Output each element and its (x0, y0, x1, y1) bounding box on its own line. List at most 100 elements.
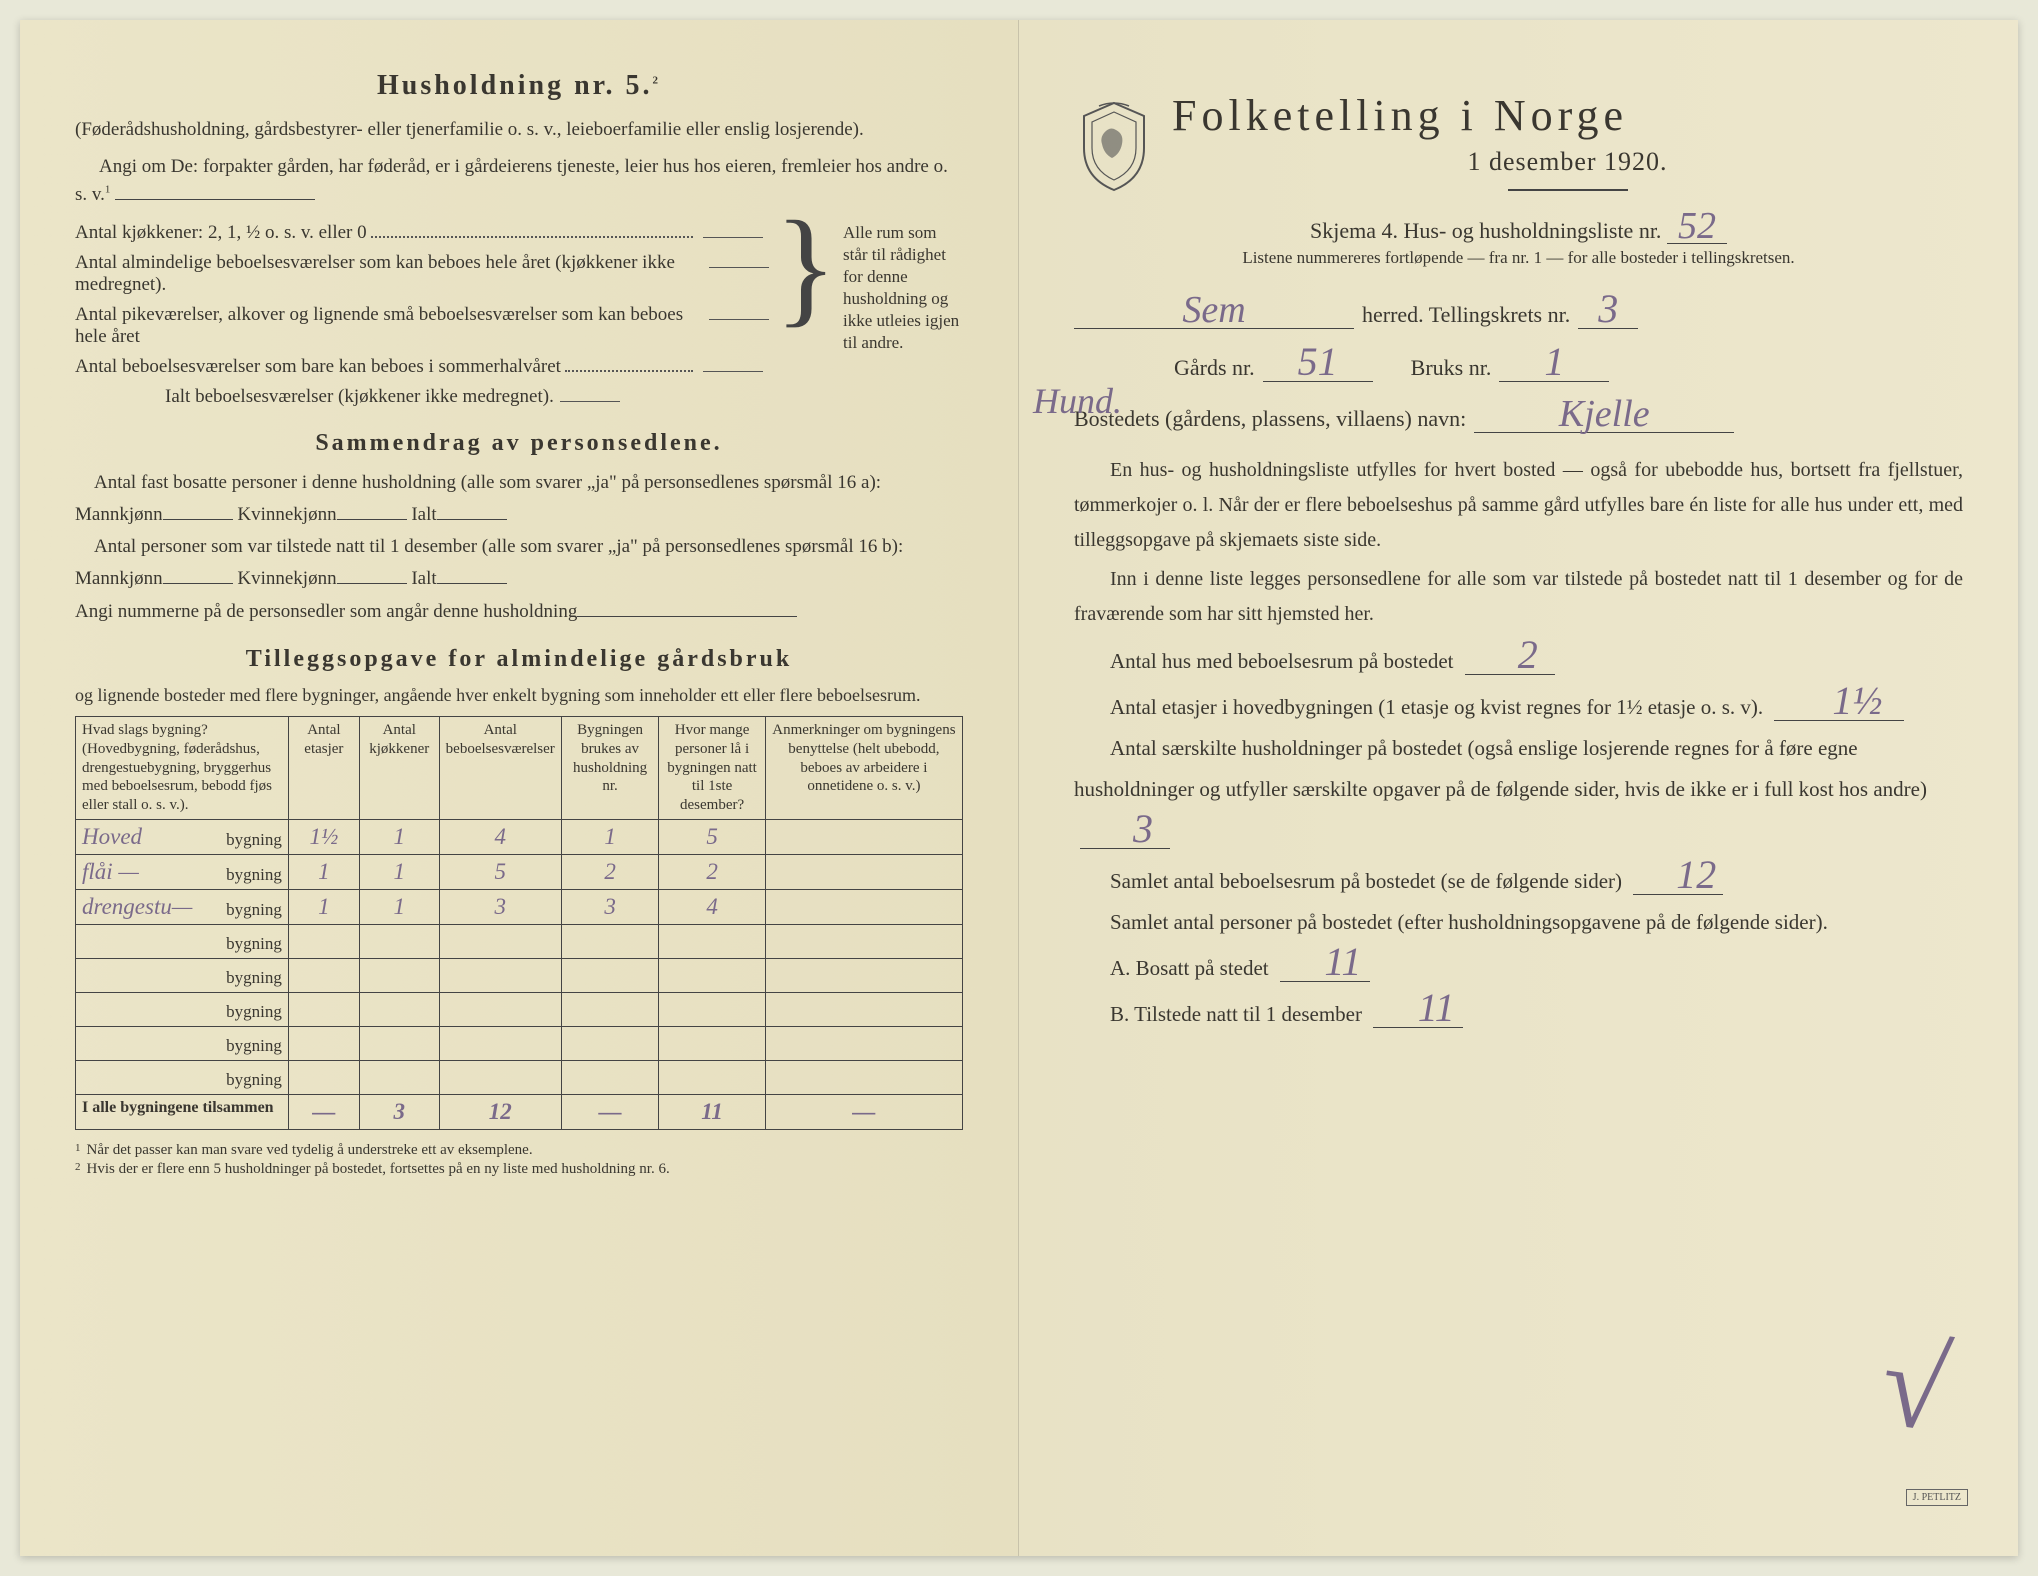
row-cell: 1 (288, 854, 359, 889)
bruks-nr: 1 (1544, 339, 1564, 384)
total-c3: 12 (439, 1094, 561, 1129)
schema-instruction: Listene nummereres fortløpende — fra nr.… (1074, 248, 1963, 268)
row-cell (765, 958, 962, 992)
brace-icon: } (775, 212, 837, 412)
table-row: drengestu—bygning11334 (76, 889, 963, 924)
row-cell (359, 992, 439, 1026)
row-name-cell: bygning (76, 992, 289, 1026)
row-name-cell: bygning (76, 1026, 289, 1060)
row-cell: 1 (561, 819, 659, 854)
row-cell (439, 1026, 561, 1060)
row-cell (659, 924, 765, 958)
footnote-1: Når det passer kan man svare ved tydelig… (87, 1142, 533, 1159)
row-cell (659, 958, 765, 992)
subtitle: 1 desember 1920. (1172, 147, 1963, 177)
table-total-row: I alle bygningene tilsammen — 3 12 — 11 … (76, 1094, 963, 1129)
row-cell (439, 924, 561, 958)
row-cell: 1 (288, 889, 359, 924)
summary-line-1: Antal fast bosatte personer i denne hush… (75, 467, 963, 532)
brace-note: Alle rum som står til rådighet for denne… (843, 218, 963, 412)
row-cell (765, 992, 962, 1026)
summary-line-3: Angi nummerne på de personsedler som ang… (75, 596, 963, 628)
left-page: Husholdning nr. 5.2 (Føderådshusholdning… (20, 20, 1019, 1556)
intro-text-1: (Føderådshusholdning, gårdsbestyrer- ell… (75, 116, 963, 145)
row-cell (359, 1026, 439, 1060)
th-persons: Hvor mange personer lå i bygningen natt … (659, 717, 765, 820)
total-c5: 11 (659, 1094, 765, 1129)
divider (1508, 189, 1628, 191)
row-cell (561, 992, 659, 1026)
household-heading: Husholdning nr. 5.2 (75, 70, 963, 102)
row-cell (561, 1060, 659, 1094)
buildings-table: Hvad slags bygning? (Hovedbygning, føder… (75, 716, 963, 1130)
bosted-name: Kjelle (1559, 393, 1650, 435)
row-cell: 4 (439, 819, 561, 854)
row-cell (439, 992, 561, 1026)
total-c4: — (561, 1094, 659, 1129)
row-cell (659, 1026, 765, 1060)
printer-stamp: J. PETLITZ (1906, 1489, 1968, 1506)
stat-3: Antal særskilte husholdninger på bostede… (1074, 728, 1963, 856)
table-row: bygning (76, 1026, 963, 1060)
total-c2: 3 (359, 1094, 439, 1129)
row-cell (765, 819, 962, 854)
row-name-cell: bygning (76, 958, 289, 992)
row-cell (765, 889, 962, 924)
document-spread: Husholdning nr. 5.2 (Føderådshusholdning… (20, 20, 2018, 1556)
row-cell: 5 (439, 854, 561, 889)
krets-nr: 3 (1598, 286, 1618, 331)
row-cell (359, 1060, 439, 1094)
total-c1: — (288, 1094, 359, 1129)
row-name-cell: Hovedbygning (76, 819, 289, 854)
table-row: Hovedbygning1½1415 (76, 819, 963, 854)
row-name-cell: flåi —bygning (76, 854, 289, 889)
herred-name: Sem (1182, 289, 1245, 331)
row-name-cell: drengestu—bygning (76, 889, 289, 924)
rooms-brace-block: Antal kjøkkener: 2, 1, ½ o. s. v. eller … (75, 218, 963, 412)
schema-line: Skjema 4. Hus- og husholdningsliste nr. … (1074, 209, 1963, 244)
kitchens-row: Antal kjøkkener: 2, 1, ½ o. s. v. eller … (75, 218, 763, 244)
row-cell (765, 854, 962, 889)
row-cell (561, 924, 659, 958)
stat-5: Samlet antal personer på bostedet (efter… (1074, 902, 1963, 943)
row-cell (359, 958, 439, 992)
row-cell (659, 1060, 765, 1094)
table-row: bygning (76, 1060, 963, 1094)
gards-nr: 51 (1298, 339, 1338, 384)
row-cell (288, 958, 359, 992)
row-cell: 2 (561, 854, 659, 889)
table-row: bygning (76, 958, 963, 992)
rooms-row-1: Antal almindelige beboelsesværelser som … (75, 248, 763, 296)
th-floors: Antal etasjer (288, 717, 359, 820)
stat-b: B. Tilstede natt til 1 desember 11 (1074, 989, 1963, 1035)
summary-line-2: Antal personer som var tilstede natt til… (75, 531, 963, 596)
margin-handwriting: Hund. (1033, 380, 1122, 422)
row-name-cell: bygning (76, 1060, 289, 1094)
para-1: En hus- og husholdningsliste utfylles fo… (1074, 453, 1963, 558)
row-cell (561, 958, 659, 992)
table-row: bygning (76, 992, 963, 1026)
footnote-2: Hvis der er flere enn 5 husholdninger på… (87, 1161, 670, 1178)
row-cell (765, 924, 962, 958)
stat-1: Antal hus med beboelsesrum på bostedet 2 (1074, 636, 1963, 682)
row-cell: 4 (659, 889, 765, 924)
gards-row: Gårds nr. 51 Bruks nr. 1 (1074, 343, 1963, 382)
row-cell (765, 1026, 962, 1060)
total-c6: — (765, 1094, 962, 1129)
row-cell (659, 992, 765, 1026)
para-2: Inn i denne liste legges personsedlene f… (1074, 562, 1963, 632)
row-cell (288, 992, 359, 1026)
table-row: flåi —bygning11522 (76, 854, 963, 889)
row-cell: 1 (359, 854, 439, 889)
row-cell: 1½ (288, 819, 359, 854)
right-page: Hund. Folketelling i Norge 1 desember 19… (1019, 20, 2018, 1556)
bosted-row: Bostedets (gårdens, plassens, villaens) … (1074, 396, 1963, 433)
row-cell (288, 924, 359, 958)
total-label: I alle bygningene tilsammen (76, 1094, 289, 1129)
stat-4: Samlet antal beboelsesrum på bostedet (s… (1074, 856, 1963, 902)
tillegg-section-title: Tilleggsopgave for almindelige gårdsbruk (75, 646, 963, 673)
row-cell (561, 1026, 659, 1060)
row-cell (439, 958, 561, 992)
footnotes: 1Når det passer kan man svare ved tydeli… (75, 1142, 963, 1178)
th-notes: Anmerkninger om bygningens benyttelse (h… (765, 717, 962, 820)
